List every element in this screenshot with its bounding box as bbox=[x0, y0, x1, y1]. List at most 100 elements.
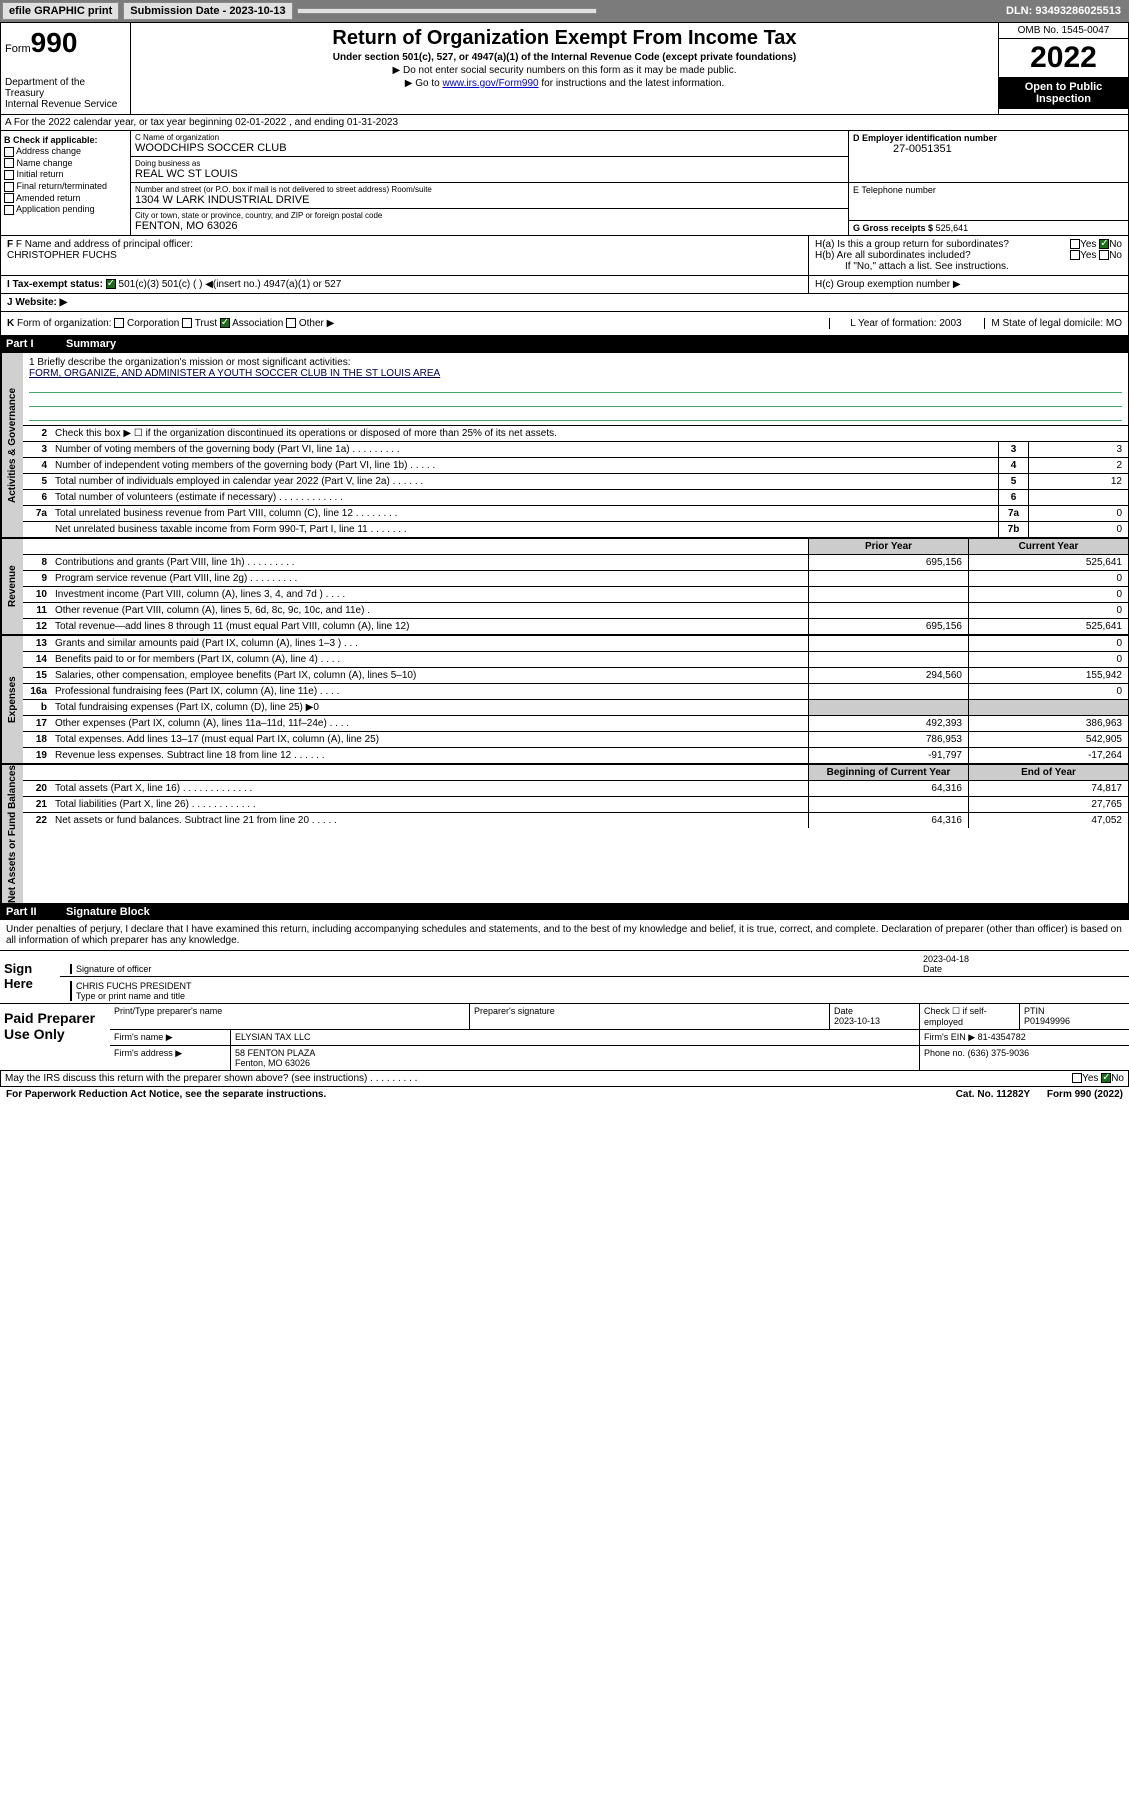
firm-phone-label: Phone no. bbox=[924, 1048, 965, 1058]
gross-receipts-label: G Gross receipts $ bbox=[853, 223, 933, 233]
gov-line: 2Check this box ▶ ☐ if the organization … bbox=[23, 426, 1128, 442]
form-header: Form990 Department of the Treasury Inter… bbox=[0, 22, 1129, 115]
net-year-header: Beginning of Current Year End of Year bbox=[23, 765, 1128, 781]
chk-app-pending[interactable]: Application pending bbox=[4, 204, 127, 215]
summary-governance: Activities & Governance 1 Briefly descri… bbox=[0, 352, 1129, 538]
row-a-tax-year: A For the 2022 calendar year, or tax yea… bbox=[0, 115, 1129, 131]
may-irs-discuss: May the IRS discuss this return with the… bbox=[0, 1071, 1129, 1087]
top-toolbar: efile GRAPHIC print Submission Date - 20… bbox=[0, 0, 1129, 22]
ptin-value: P01949996 bbox=[1024, 1016, 1125, 1026]
addr-label: Number and street (or P.O. box if mail i… bbox=[135, 185, 844, 194]
data-line: 11Other revenue (Part VIII, column (A), … bbox=[23, 603, 1128, 619]
form-ref: Form 990 (2022) bbox=[1047, 1089, 1123, 1100]
page-footer: For Paperwork Reduction Act Notice, see … bbox=[0, 1087, 1129, 1102]
mission-block: 1 Briefly describe the organization's mi… bbox=[23, 353, 1128, 426]
prior-year-hdr: Prior Year bbox=[808, 539, 968, 554]
form-subtitle: Under section 501(c), 527, or 4947(a)(1)… bbox=[135, 52, 994, 63]
firm-ein-label: Firm's EIN ▶ bbox=[924, 1032, 975, 1042]
prep-self-emp: Check ☐ if self-employed bbox=[919, 1004, 1019, 1029]
row-k-l-m: K Form of organization: Corporation Trus… bbox=[0, 312, 1129, 336]
section-b-c-d-e: B Check if applicable: Address change Na… bbox=[0, 131, 1129, 236]
firm-phone: (636) 375-9036 bbox=[968, 1048, 1030, 1058]
data-line: 8Contributions and grants (Part VIII, li… bbox=[23, 555, 1128, 571]
year-header: Prior Year Current Year bbox=[23, 539, 1128, 555]
firm-ein: 81-4354782 bbox=[978, 1032, 1026, 1042]
chk-501c3[interactable] bbox=[106, 279, 116, 289]
data-line: 20Total assets (Part X, line 16) . . . .… bbox=[23, 781, 1128, 797]
summary-revenue: Revenue Prior Year Current Year 8Contrib… bbox=[0, 538, 1129, 635]
note-ssn: ▶ Do not enter social security numbers o… bbox=[135, 65, 994, 76]
summary-net-assets: Net Assets or Fund Balances Beginning of… bbox=[0, 764, 1129, 904]
data-line: 9Program service revenue (Part VIII, lin… bbox=[23, 571, 1128, 587]
chk-initial-return[interactable]: Initial return bbox=[4, 169, 127, 180]
prep-sig-hdr: Preparer's signature bbox=[469, 1004, 829, 1029]
vtab-net: Net Assets or Fund Balances bbox=[1, 765, 23, 903]
sig-date-label: Date bbox=[923, 964, 1123, 974]
vtab-governance: Activities & Governance bbox=[1, 353, 23, 537]
firm-addr1: 58 FENTON PLAZA bbox=[235, 1048, 915, 1058]
h-a: H(a) Is this a group return for subordin… bbox=[815, 239, 1122, 250]
data-line: 21Total liabilities (Part X, line 26) . … bbox=[23, 797, 1128, 813]
phone-label: E Telephone number bbox=[853, 185, 1124, 195]
col-b-checkboxes: B Check if applicable: Address change Na… bbox=[1, 131, 131, 235]
state-domicile: M State of legal domicile: MO bbox=[984, 318, 1122, 329]
part-2-num: Part II bbox=[6, 906, 66, 918]
mission-label: 1 Briefly describe the organization's mi… bbox=[29, 357, 1122, 368]
data-line: bTotal fundraising expenses (Part IX, co… bbox=[23, 700, 1128, 716]
data-line: 19Revenue less expenses. Subtract line 1… bbox=[23, 748, 1128, 763]
part-1-title: Summary bbox=[66, 338, 116, 350]
chk-address-change[interactable]: Address change bbox=[4, 146, 127, 157]
chk-name-change[interactable]: Name change bbox=[4, 158, 127, 169]
h-b-note: If "No," attach a list. See instructions… bbox=[815, 261, 1122, 272]
city-label: City or town, state or province, country… bbox=[135, 211, 844, 220]
irs-link[interactable]: www.irs.gov/Form990 bbox=[442, 78, 538, 89]
org-name-label: C Name of organization bbox=[135, 133, 844, 142]
sig-date: 2023-04-18 bbox=[923, 954, 1123, 964]
submission-date-button[interactable]: Submission Date - 2023-10-13 bbox=[123, 2, 292, 20]
dba-value: REAL WC ST LOUIS bbox=[135, 168, 844, 180]
firm-addr2: Fenton, MO 63026 bbox=[235, 1058, 915, 1068]
row-j: J Website: ▶ bbox=[0, 294, 1129, 312]
data-line: 16aProfessional fundraising fees (Part I… bbox=[23, 684, 1128, 700]
firm-name: ELYSIAN TAX LLC bbox=[230, 1030, 919, 1045]
cat-no: Cat. No. 11282Y bbox=[956, 1089, 1030, 1100]
section-f-h: F F Name and address of principal office… bbox=[0, 236, 1129, 276]
officer-sig-label: Signature of officer bbox=[76, 964, 923, 974]
tax-exempt-label: I Tax-exempt status: bbox=[7, 279, 103, 290]
paid-preparer-label: Paid Preparer Use Only bbox=[0, 1004, 110, 1070]
part-2-title: Signature Block bbox=[66, 906, 150, 918]
gov-line: 7aTotal unrelated business revenue from … bbox=[23, 506, 1128, 522]
dba-label: Doing business as bbox=[135, 159, 844, 168]
vtab-revenue: Revenue bbox=[1, 539, 23, 634]
form-word: Form bbox=[5, 43, 31, 55]
gov-line: 5Total number of individuals employed in… bbox=[23, 474, 1128, 490]
h-b: H(b) Are all subordinates included?Yes N… bbox=[815, 250, 1122, 261]
data-line: 17Other expenses (Part IX, column (A), l… bbox=[23, 716, 1128, 732]
street-address: 1304 W LARK INDUSTRIAL DRIVE bbox=[135, 194, 844, 206]
blank-button bbox=[297, 8, 597, 14]
note-pre: ▶ Go to bbox=[405, 78, 443, 89]
note-link: ▶ Go to www.irs.gov/Form990 for instruct… bbox=[135, 78, 994, 89]
col-c-org-info: C Name of organization WOODCHIPS SOCCER … bbox=[131, 131, 848, 235]
ein-value: 27-0051351 bbox=[853, 143, 1124, 155]
website-label: J Website: ▶ bbox=[1, 294, 1128, 311]
sign-here-block: Sign Here Signature of officer 2023-04-1… bbox=[0, 951, 1129, 1004]
signature-declaration: Under penalties of perjury, I declare th… bbox=[0, 920, 1129, 951]
prep-date: 2023-10-13 bbox=[834, 1016, 915, 1026]
officer-printed-name: CHRIS FUCHS PRESIDENT bbox=[76, 981, 1123, 991]
tax-exempt-options: 501(c)(3) 501(c) ( ) ◀(insert no.) 4947(… bbox=[119, 279, 342, 290]
col-b-header: B Check if applicable: bbox=[4, 135, 127, 145]
gov-line: 6Total number of volunteers (estimate if… bbox=[23, 490, 1128, 506]
form-title: Return of Organization Exempt From Incom… bbox=[135, 27, 994, 50]
efile-button[interactable]: efile GRAPHIC print bbox=[2, 2, 119, 20]
data-line: 13Grants and similar amounts paid (Part … bbox=[23, 636, 1128, 652]
note-post: for instructions and the latest informat… bbox=[539, 78, 725, 89]
chk-amended-return[interactable]: Amended return bbox=[4, 193, 127, 204]
ptin-hdr: PTIN bbox=[1024, 1006, 1125, 1016]
data-line: 15Salaries, other compensation, employee… bbox=[23, 668, 1128, 684]
chk-final-return[interactable]: Final return/terminated bbox=[4, 181, 127, 192]
data-line: 22Net assets or fund balances. Subtract … bbox=[23, 813, 1128, 828]
gov-line: 4Number of independent voting members of… bbox=[23, 458, 1128, 474]
firm-addr-label: Firm's address ▶ bbox=[110, 1046, 230, 1070]
col-d-e-g: D Employer identification number 27-0051… bbox=[848, 131, 1128, 235]
